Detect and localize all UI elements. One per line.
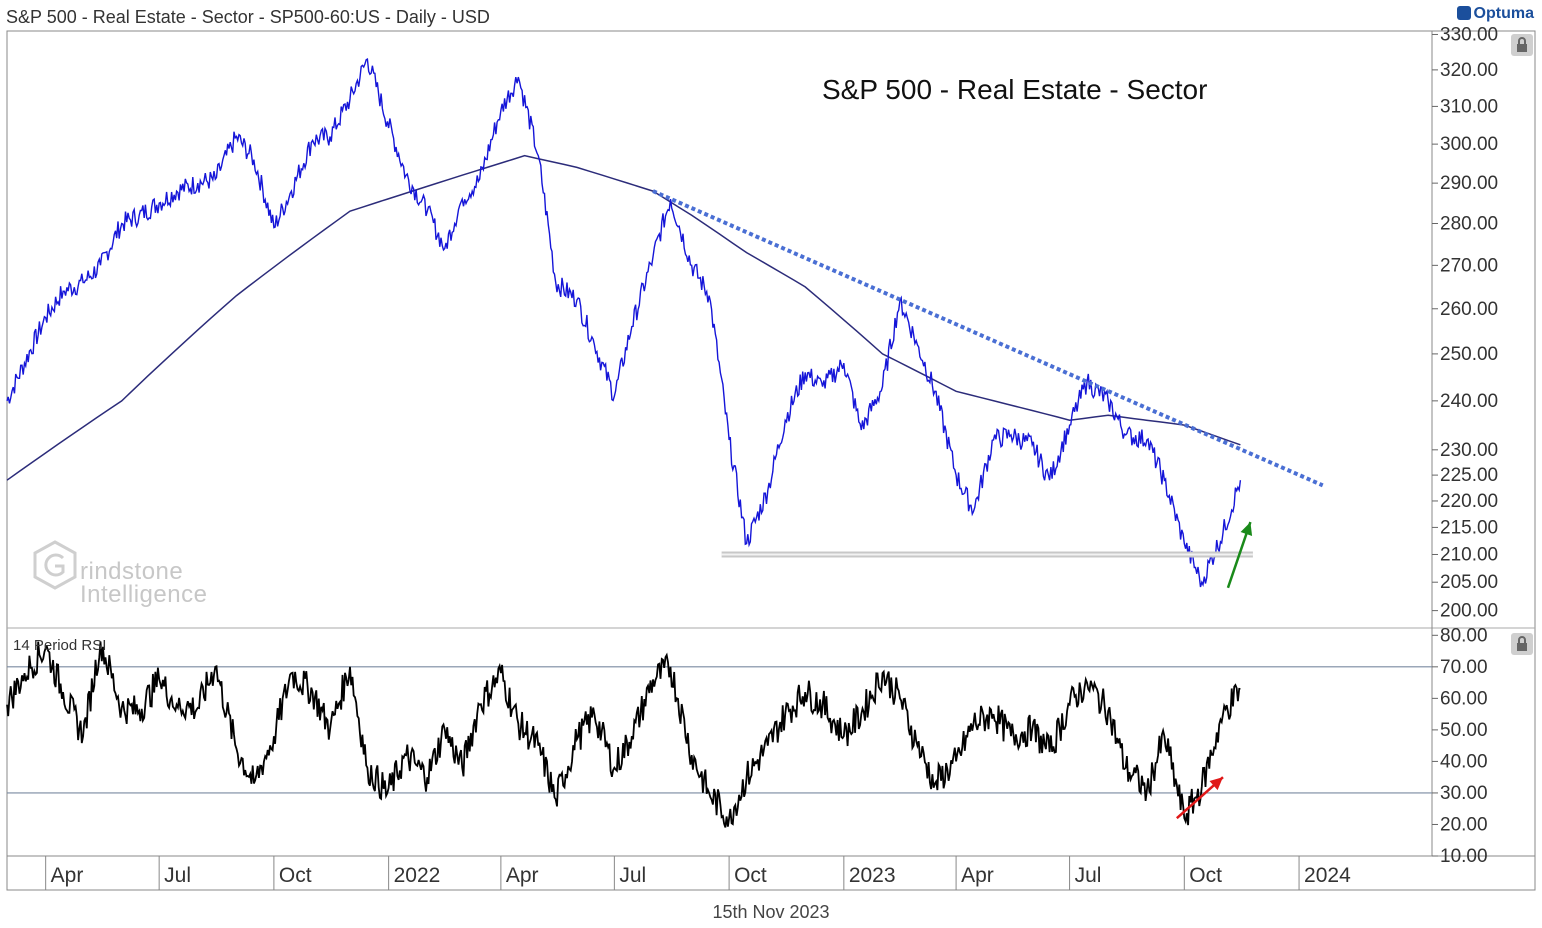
price-y-tick-label: 200.00	[1440, 601, 1498, 622]
price-y-tick-label: 230.00	[1440, 440, 1498, 461]
price-line-path	[6, 58, 1242, 588]
x-tick-label: Oct	[1189, 864, 1222, 887]
price-y-tick-label: 320.00	[1440, 60, 1498, 81]
x-tick-label: Apr	[506, 864, 539, 887]
rsi-y-tick-label: 20.00	[1440, 814, 1488, 835]
grindstone-logo-icon	[33, 540, 77, 590]
rsi-y-tick-label: 40.00	[1440, 751, 1488, 772]
price-y-tick-label: 330.00	[1440, 24, 1498, 45]
price-y-tick-label: 210.00	[1440, 544, 1498, 565]
price-y-tick-label: 280.00	[1440, 214, 1498, 235]
price-y-tick-label: 270.00	[1440, 255, 1498, 276]
x-tick-label: 2022	[394, 864, 441, 887]
red-arrow-head	[1209, 777, 1223, 791]
price-y-tick-label: 260.00	[1440, 299, 1498, 320]
price-y-tick-label: 215.00	[1440, 517, 1498, 538]
rsi-panel-label: 14 Period RSI	[13, 637, 107, 654]
rsi-y-tick-label: 30.00	[1440, 783, 1488, 804]
price-y-tick-label: 310.00	[1440, 96, 1498, 117]
rsi-y-tick-label: 60.00	[1440, 688, 1488, 709]
watermark-line-2: Intelligence	[80, 581, 208, 608]
rsi-line	[6, 641, 1241, 828]
x-axis: Apr Jul Oct 2022 Apr Jul Oct 2023 Apr Jul Oct 2024	[45, 856, 1351, 890]
price-y-tick-label: 205.00	[1440, 572, 1498, 593]
moving-average-line	[6, 154, 1241, 481]
optuma-logo-icon	[1456, 6, 1471, 20]
rsi-y-tick-label: 10.00	[1440, 846, 1488, 867]
x-tick-label: Oct	[734, 864, 767, 887]
brand-name: Optuma	[1473, 5, 1534, 22]
price-y-axis: 330.00 320.00 310.00 300.00 290.00 280.00 270.…	[1432, 24, 1498, 622]
x-tick-label: Oct	[279, 864, 312, 887]
footer-date: 15th Nov 2023	[712, 902, 830, 922]
chart-title: S&P 500 - Real Estate - Sector	[822, 74, 1208, 105]
outer-frame	[6, 30, 1536, 891]
green-arrow-head	[1240, 522, 1253, 536]
x-tick-label: Apr	[961, 864, 994, 887]
x-tick-label: Jul	[164, 864, 191, 887]
price-y-tick-label: 290.00	[1440, 173, 1498, 194]
watermark-line-1: rindstone	[80, 558, 184, 585]
rsi-y-tick-label: 80.00	[1440, 625, 1488, 646]
x-tick-label: Apr	[51, 864, 84, 887]
price-y-tick-label: 240.00	[1440, 391, 1498, 412]
lock-icon[interactable]	[1511, 633, 1533, 655]
price-y-tick-label: 300.00	[1440, 134, 1498, 155]
price-y-tick-label: 250.00	[1440, 344, 1498, 365]
resistance-trendline	[652, 189, 1324, 488]
x-tick-label: Jul	[1075, 864, 1102, 887]
price-annotations	[652, 189, 1324, 589]
x-tick-label: 2024	[1304, 864, 1351, 887]
chart-header: S&P 500 - Real Estate - Sector - SP500-6…	[6, 7, 490, 27]
rsi-line-path	[6, 641, 1241, 828]
price-y-tick-label: 225.00	[1440, 465, 1498, 486]
chart-frame	[6, 30, 1536, 891]
brand-logo: Optuma	[1456, 5, 1534, 23]
rsi-y-axis: 80.00 70.00 60.00 50.00 40.00 30.00 20.00 10.00	[1432, 625, 1488, 867]
price-line	[6, 58, 1242, 588]
rsi-annotations	[1175, 776, 1224, 820]
rsi-y-tick-label: 50.00	[1440, 720, 1488, 741]
x-tick-label: 2023	[849, 864, 896, 887]
price-y-tick-label: 220.00	[1440, 491, 1498, 512]
x-tick-label: Jul	[619, 864, 646, 887]
lock-icon[interactable]	[1511, 34, 1533, 56]
moving-average-path	[6, 154, 1241, 481]
rsi-y-tick-label: 70.00	[1440, 657, 1488, 678]
